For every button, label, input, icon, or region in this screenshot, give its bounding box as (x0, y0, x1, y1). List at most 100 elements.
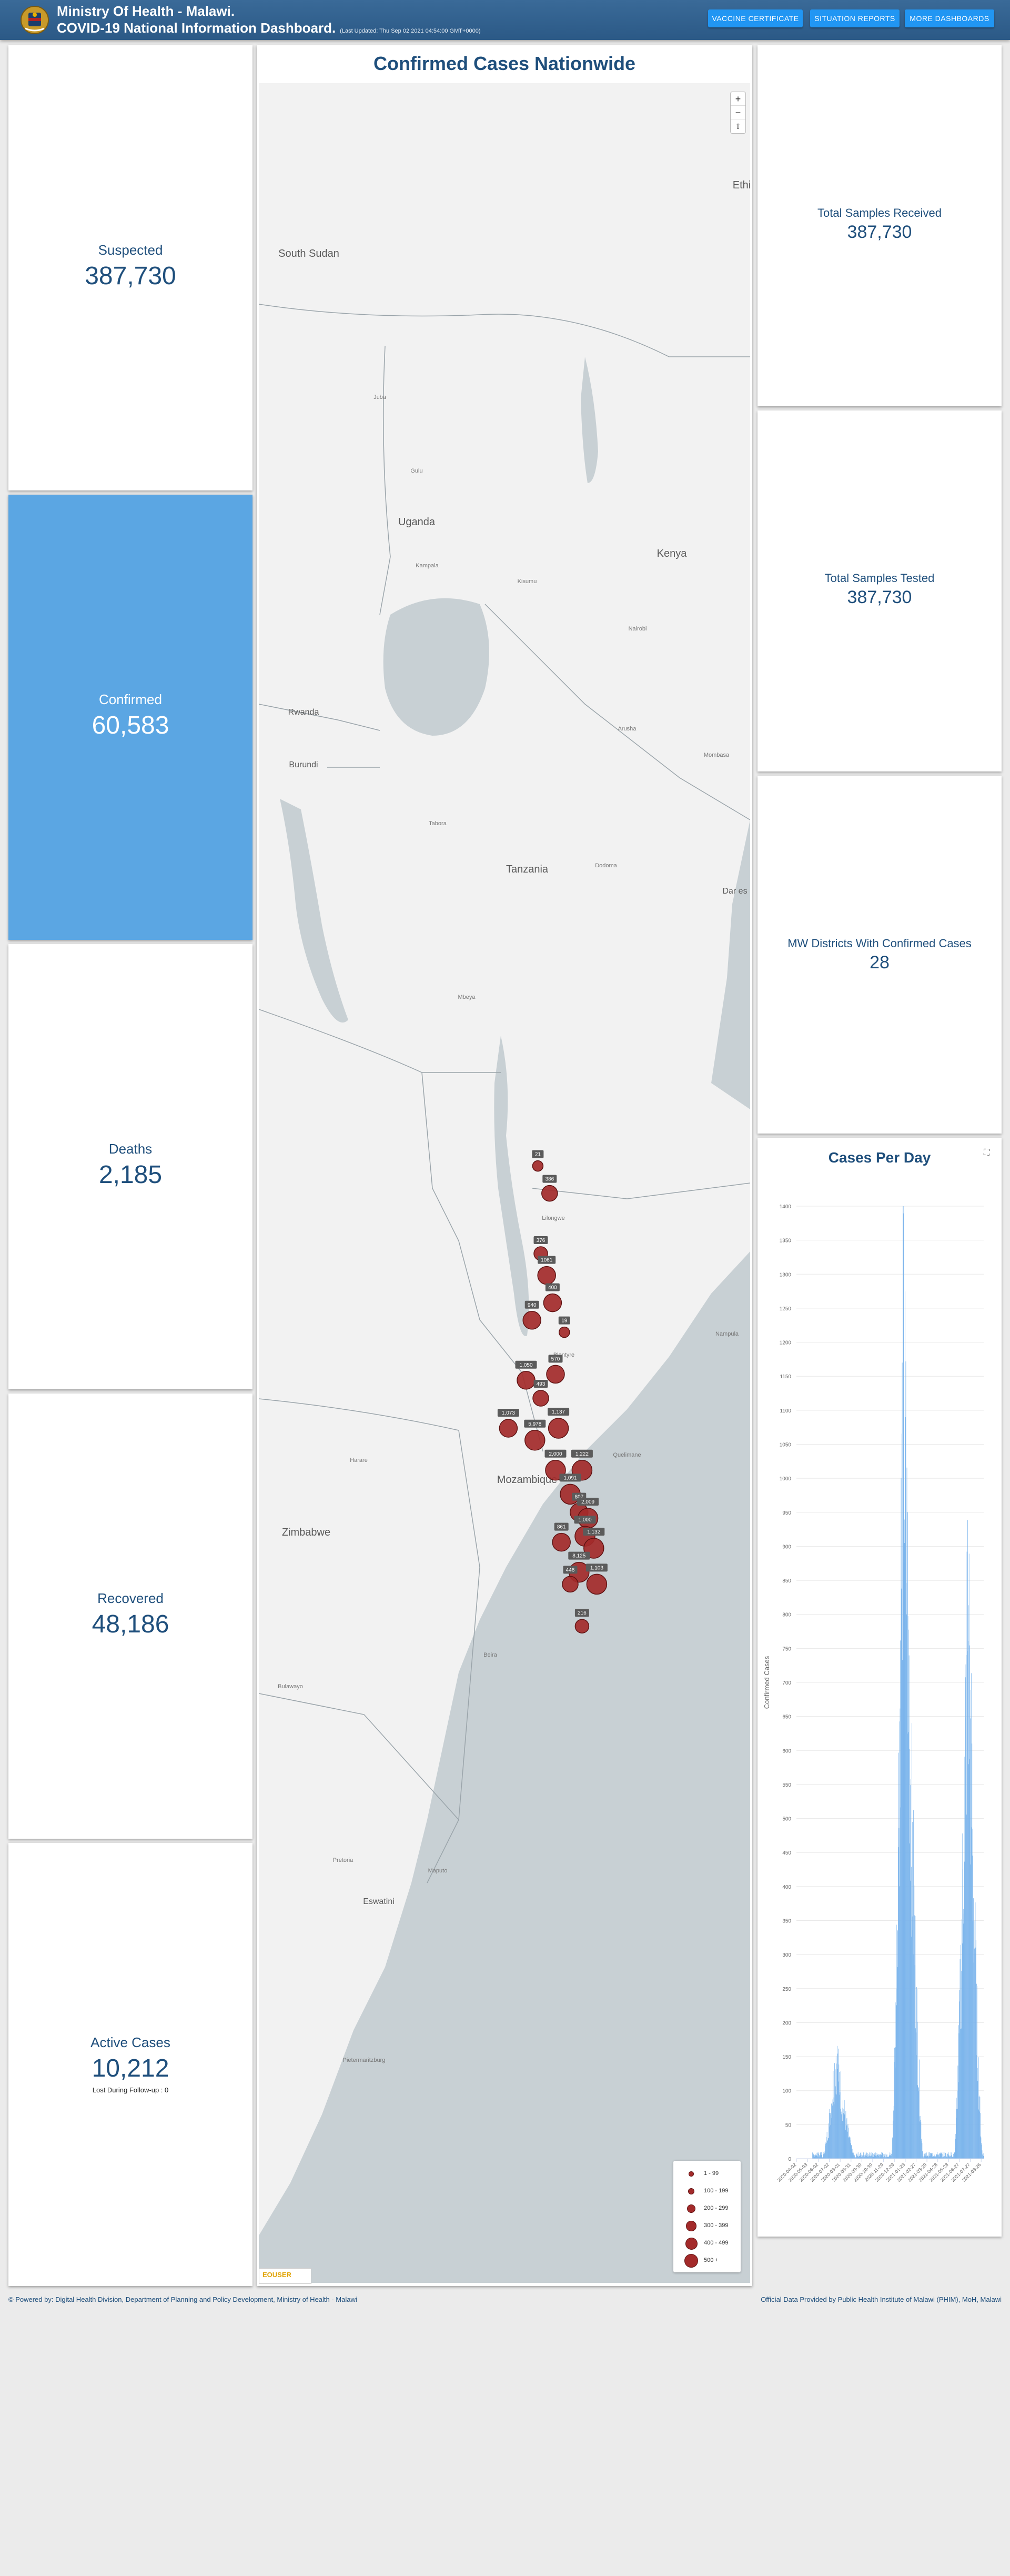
daily-bar (931, 2153, 932, 2159)
case-marker[interactable]: 1,137 (548, 1408, 570, 1439)
daily-bar (841, 2114, 842, 2159)
daily-bar (956, 2097, 957, 2159)
case-marker[interactable]: 446 (562, 1566, 579, 1593)
daily-bar (893, 2110, 894, 2159)
case-marker[interactable]: 940 (522, 1300, 541, 1330)
map-city-nairobi: Nairobi (629, 626, 647, 632)
legend-dot (686, 2221, 696, 2231)
more-dashboards-button[interactable]: MORE DASHBOARDS (905, 9, 994, 27)
daily-bar (885, 2157, 886, 2159)
daily-bar (860, 2152, 861, 2159)
daily-bar (876, 2155, 877, 2159)
suspected-card: Suspected 387,730 (8, 45, 252, 490)
case-marker[interactable]: 1,103 (585, 1563, 608, 1595)
daily-bar (906, 1614, 907, 2159)
daily-bar (894, 2048, 895, 2159)
daily-bar (830, 2113, 831, 2159)
daily-bar (826, 2143, 827, 2159)
daily-bar (882, 2152, 883, 2159)
case-marker-label: 216 (578, 1610, 587, 1616)
case-marker-label: 400 (548, 1285, 557, 1291)
confirmed-card[interactable]: Confirmed 60,583 (8, 495, 252, 940)
y-tick-label: 950 (782, 1510, 791, 1516)
map-city-pietermaritzburg: Pietermaritzburg (343, 2057, 386, 2063)
daily-bar (939, 2153, 940, 2159)
daily-bar (850, 2143, 851, 2159)
daily-bar (946, 2157, 947, 2159)
vaccine-certificate-button[interactable]: VACCINE CERTIFICATE (708, 9, 803, 27)
lake-victoria (383, 598, 489, 736)
reset-view-button[interactable]: ⇧ (735, 122, 741, 131)
case-marker-circle (499, 1419, 518, 1438)
case-marker[interactable]: 1,222 (571, 1449, 593, 1481)
daily-bar (821, 2154, 822, 2159)
case-marker[interactable]: 1,050 (515, 1360, 537, 1390)
daily-bar (828, 2138, 829, 2159)
case-marker[interactable]: 2,009 (577, 1498, 599, 1529)
daily-bar (838, 2081, 839, 2159)
daily-bar (969, 1718, 971, 2159)
case-marker[interactable]: 1,073 (497, 1409, 519, 1438)
case-marker-label: 1,137 (552, 1409, 565, 1415)
daily-bar (855, 2157, 856, 2159)
daily-bar (867, 2157, 868, 2159)
case-marker-label-bg (538, 1256, 556, 1264)
daily-bar (975, 1947, 976, 2159)
case-marker-label-bg (559, 1474, 581, 1482)
case-markers-layer: 21 386 376 1061 400 940 19 1,050 493 570 1,073 5,97… (497, 1150, 608, 1633)
daily-bar (933, 2156, 934, 2159)
confirmed-cases-map[interactable]: South Sudan Ethi Uganda Kenya Rwanda Bur… (259, 83, 750, 2283)
daily-bar (845, 2111, 846, 2159)
case-marker[interactable]: 386 (541, 1175, 558, 1202)
daily-bar (959, 1959, 961, 2159)
map-panel: Confirmed Cases Nationwide South Sud (257, 45, 752, 2286)
daily-bar (898, 1828, 900, 2159)
case-marker-circle (559, 1326, 570, 1338)
lake-malawi (494, 1036, 529, 1336)
case-marker-label-bg (568, 1551, 590, 1560)
footer-data-source: Official Data Provided by Public Health … (761, 2296, 1002, 2303)
daily-bar (872, 2157, 873, 2159)
daily-bar (816, 2156, 817, 2159)
lake-turkana (581, 357, 598, 483)
daily-bar (856, 2153, 857, 2159)
case-marker[interactable]: 861 (552, 1522, 571, 1552)
case-marker[interactable]: 493 (532, 1380, 549, 1407)
map-attribution-logo[interactable]: EOUSER (259, 2268, 311, 2284)
samples-tested-value: 387,730 (847, 587, 912, 607)
daily-bar (937, 2154, 938, 2159)
case-marker[interactable]: 570 (546, 1355, 565, 1384)
daily-bar (887, 2157, 888, 2159)
map-label-zimbabwe: Zimbabwe (282, 1527, 330, 1538)
case-marker[interactable]: 21 (532, 1150, 544, 1172)
case-marker[interactable]: 216 (574, 1609, 590, 1633)
daily-bar (817, 2153, 818, 2159)
daily-bar (983, 2156, 984, 2159)
case-marker[interactable]: 1,132 (583, 1528, 605, 1559)
legend-label: 400 - 499 (704, 2240, 729, 2246)
zoom-in-button[interactable]: + (731, 92, 745, 106)
case-marker-label: 2,009 (581, 1499, 594, 1505)
y-tick-label: 300 (782, 1952, 791, 1958)
daily-bar (866, 2152, 867, 2159)
y-tick-label: 1250 (780, 1306, 792, 1312)
dashboard-title: COVID-19 National Information Dashboard.… (57, 20, 481, 36)
daily-bar (879, 2154, 880, 2159)
situation-reports-button[interactable]: SITUATION REPORTS (810, 9, 900, 27)
case-marker[interactable]: 19 (558, 1316, 570, 1338)
map-city-lilongwe: Lilongwe (542, 1215, 564, 1221)
case-marker-circle (522, 1311, 541, 1330)
case-marker[interactable]: 5,978 (524, 1419, 546, 1451)
daily-bar (979, 2097, 981, 2159)
case-marker[interactable]: 400 (543, 1283, 562, 1312)
y-tick-label: 1350 (780, 1238, 792, 1244)
confirmed-value: 60,583 (92, 711, 169, 739)
expand-icon[interactable]: ⛶ (984, 1148, 990, 1157)
map-city-pretoria: Pretoria (333, 1857, 354, 1863)
daily-bar (908, 1732, 909, 2159)
zoom-out-button[interactable]: − (731, 106, 745, 119)
daily-bar (892, 2137, 893, 2159)
case-marker-label-bg (542, 1175, 557, 1183)
daily-bar (851, 2145, 852, 2159)
case-marker[interactable]: 1061 (537, 1256, 556, 1285)
